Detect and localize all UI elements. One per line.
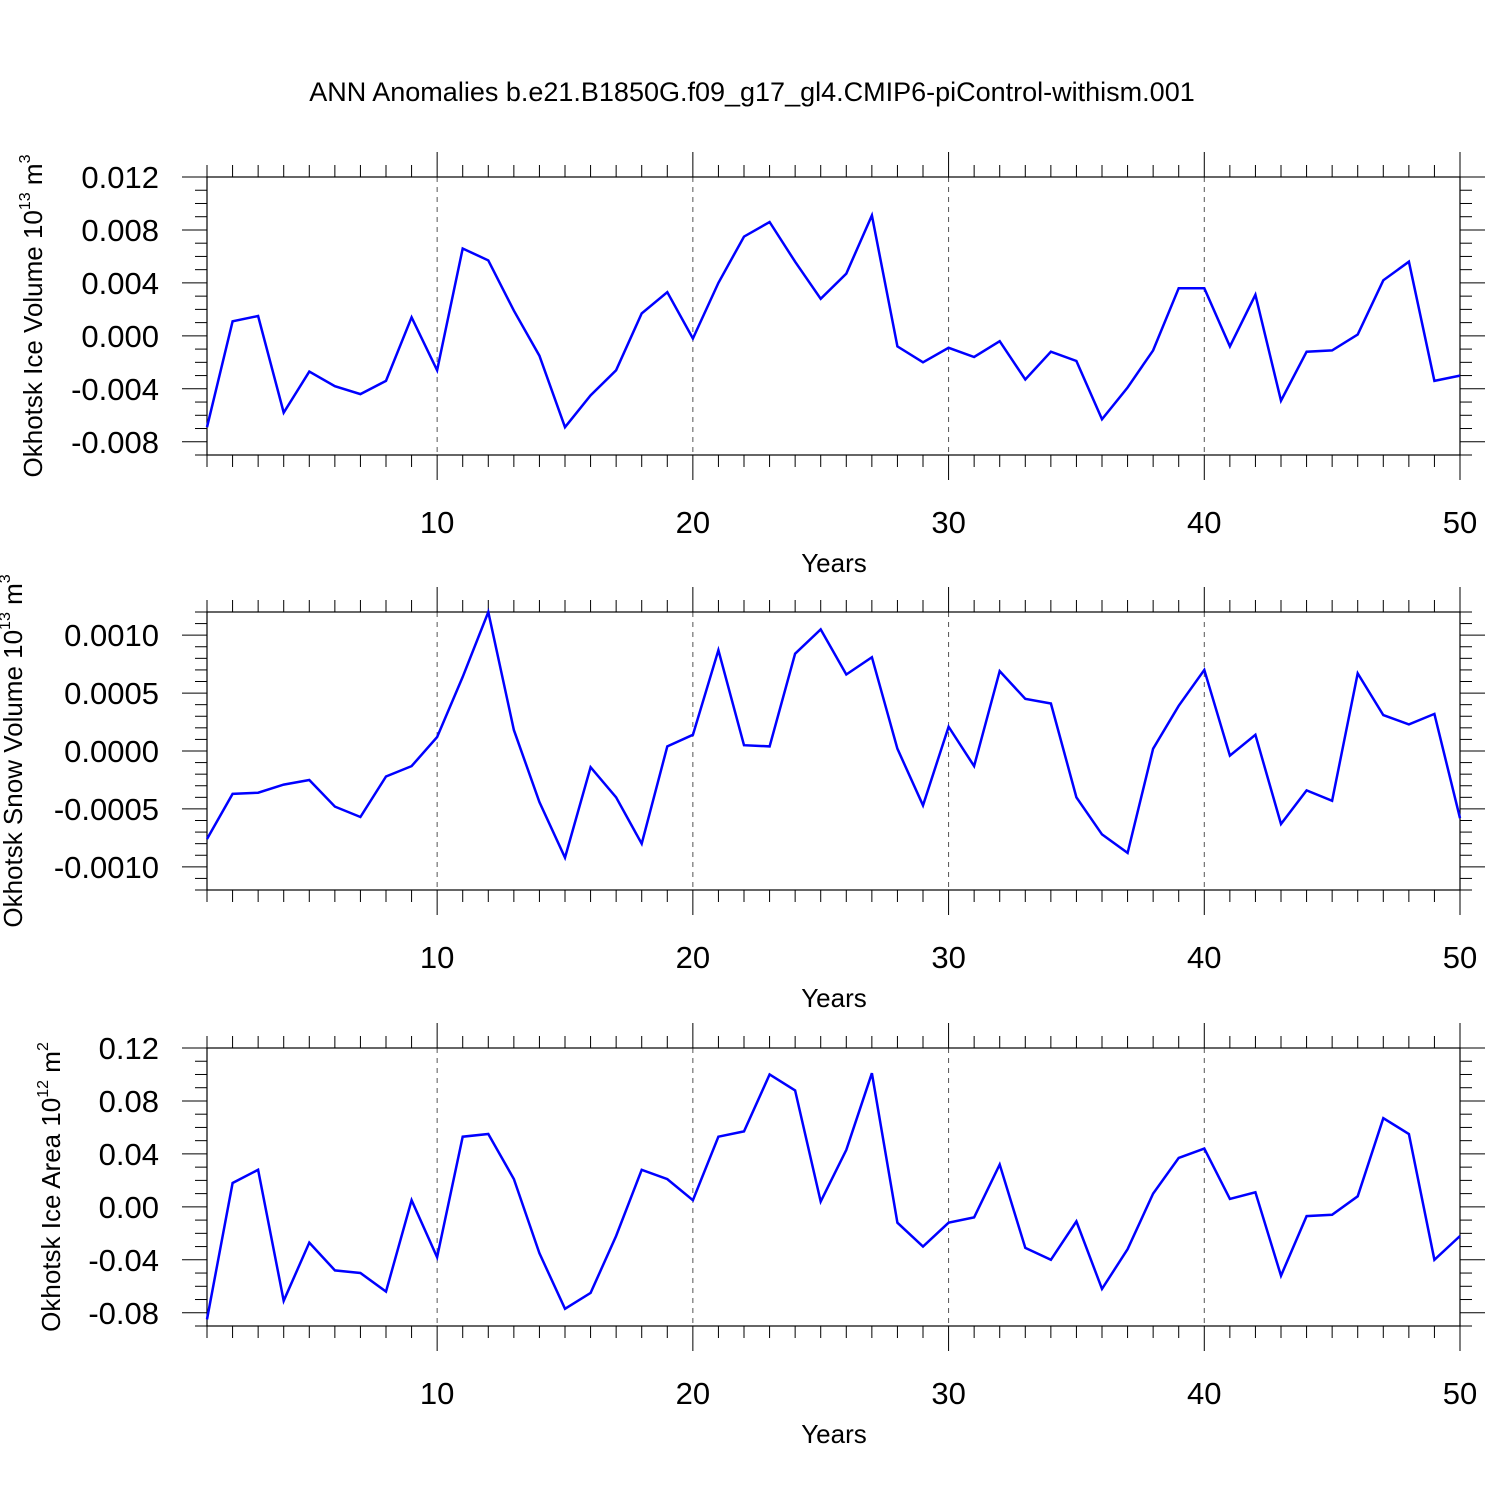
x-tick-label-10: 10 (420, 1376, 454, 1411)
y-axis-title-unit-exponent: 3 (17, 154, 34, 163)
x-tick-label-50: 50 (1443, 940, 1477, 975)
y-tick-label: 0.0000 (64, 734, 159, 769)
panel-ice-area: 10 20 30 40 50 Years -0.08 -0.04 0.00 0.04 0.08 0.1… (35, 1023, 1485, 1449)
y-tick-label: 0.004 (81, 266, 159, 301)
y-axis-title-exponent: 13 (0, 612, 14, 630)
series-line-snow-volume (205, 607, 1462, 862)
plot-frame (206, 1047, 1461, 1327)
x-tick-label-50: 50 (1443, 505, 1477, 540)
y-axis-title-unit-exponent: 3 (0, 574, 14, 583)
series-points-ice-area (205, 1071, 1462, 1321)
y-tick-label: 0.04 (99, 1137, 159, 1172)
y-tick-label: -0.0010 (54, 850, 159, 885)
series-line-ice-area (205, 1072, 1461, 1320)
x-tick-label-20: 20 (676, 505, 710, 540)
panels: 10 20 30 40 50 Years -0.008 -0.004 0.000 0.004 0.0… (0, 152, 1485, 1449)
x-tick-label-40: 40 (1187, 1376, 1221, 1411)
panel-snow-volume: 10 20 30 40 50 Years -0.0010 -0.0005 0.0000 0.000… (0, 574, 1485, 1013)
chart-title: ANN Anomalies b.e21.B1850G.f09_g17_gl4.C… (309, 77, 1194, 107)
y-axis-title: Okhotsk Snow Volume 1013 m3 (0, 574, 28, 927)
y-axis-title-unit-exponent: 2 (35, 1042, 52, 1051)
x-axis-title: Years (801, 548, 867, 578)
series-points-ice-volume (205, 213, 1462, 429)
y-axis-title-exponent: 12 (35, 1080, 52, 1098)
y-axis-title-main: Okhotsk Ice Area 10 (36, 1098, 66, 1332)
y-tick-label: -0.004 (71, 372, 159, 407)
x-tick-label-20: 20 (676, 940, 710, 975)
y-tick-label: -0.08 (88, 1296, 159, 1331)
y-tick-label: -0.04 (88, 1243, 159, 1278)
plot-frame (206, 176, 1461, 456)
x-tick-label-10: 10 (420, 505, 454, 540)
x-axis-title: Years (801, 983, 867, 1013)
x-tick-label-10: 10 (420, 940, 454, 975)
series-points-snow-volume (205, 610, 1462, 860)
x-tick-label-30: 30 (931, 1376, 965, 1411)
y-tick-label: 0.0005 (64, 676, 159, 711)
x-tick-label-40: 40 (1187, 505, 1221, 540)
y-axis-title-exponent: 13 (17, 192, 34, 210)
x-tick-label-50: 50 (1443, 1376, 1477, 1411)
y-tick-label: -0.008 (71, 425, 159, 460)
y-axis-title-unit: m (0, 583, 28, 612)
y-axis-title-main: Okhotsk Ice Volume 10 (18, 210, 48, 477)
y-tick-label: -0.0005 (54, 792, 159, 827)
y-tick-label: 0.000 (81, 319, 159, 354)
x-tick-label-20: 20 (676, 1376, 710, 1411)
y-tick-label: 0.08 (99, 1084, 159, 1119)
y-tick-label: 0.008 (81, 213, 159, 248)
y-axis-title-unit: m (18, 163, 48, 192)
x-tick-label-40: 40 (1187, 940, 1221, 975)
x-tick-label-30: 30 (931, 505, 965, 540)
y-tick-label: 0.0010 (64, 618, 159, 653)
y-axis-title-unit: m (36, 1051, 66, 1080)
series-line-ice-volume (205, 211, 1461, 430)
y-axis-title: Okhotsk Ice Area 1012 m2 (35, 1042, 66, 1332)
x-axis-title: Years (801, 1419, 867, 1449)
y-axis-title-main: Okhotsk Snow Volume 10 (0, 630, 28, 928)
panel-ice-volume: 10 20 30 40 50 Years -0.008 -0.004 0.000 0.004 0.0… (17, 152, 1485, 578)
y-tick-label: 0.12 (99, 1031, 159, 1066)
y-tick-label: 0.012 (81, 160, 159, 195)
y-tick-label: 0.00 (99, 1190, 159, 1225)
y-axis-title: Okhotsk Ice Volume 1013 m3 (17, 154, 48, 477)
x-tick-label-30: 30 (931, 940, 965, 975)
